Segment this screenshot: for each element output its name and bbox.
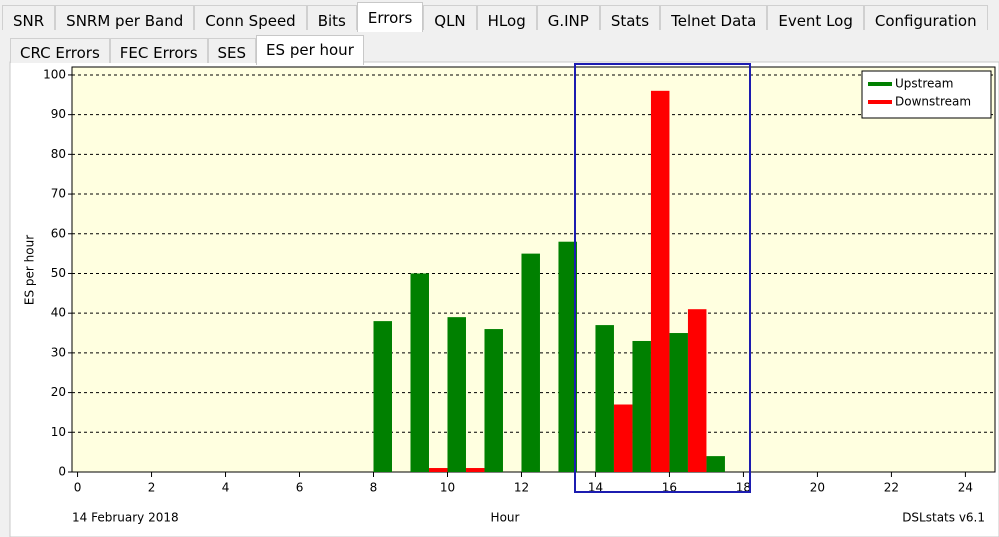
bar (521, 253, 540, 472)
tab[interactable]: Event Log (767, 5, 864, 30)
y-tick-label: 40 (51, 306, 66, 320)
tab[interactable]: CRC Errors (10, 38, 110, 63)
y-tick-label: 70 (51, 187, 66, 201)
bar (650, 90, 670, 472)
x-tick-label: 20 (810, 481, 825, 495)
bar (706, 456, 725, 472)
bar (447, 317, 466, 472)
bar (632, 340, 651, 472)
x-tick-label: 6 (296, 481, 304, 495)
x-tick-label: 10 (440, 481, 455, 495)
legend-label: Upstream (895, 77, 953, 91)
bar (613, 404, 633, 472)
bar (595, 325, 614, 472)
tab-bar: SNR SNRM per Band Conn Speed Bits Errors QLN H… (2, 2, 988, 32)
x-tick-label: 22 (884, 481, 899, 495)
tab[interactable]: ES per hour (256, 35, 364, 65)
subtab-bar: CRC Errors FEC Errors SES ES per hour (10, 35, 364, 65)
y-tick-label: 0 (58, 465, 66, 479)
y-tick-label: 80 (51, 147, 66, 161)
tab[interactable]: Errors (356, 2, 424, 32)
bar (687, 309, 707, 472)
tab[interactable]: Telnet Data (660, 5, 768, 30)
bar (669, 333, 688, 472)
highlight-box (574, 63, 751, 493)
x-axis-label: Hour (491, 511, 520, 525)
x-tick-label: 2 (148, 481, 156, 495)
tab[interactable]: SNRM per Band (55, 5, 195, 30)
legend-box (861, 70, 992, 119)
y-tick-label: 100 (43, 67, 66, 81)
tab[interactable]: SNR (2, 5, 56, 30)
tab[interactable]: FEC Errors (109, 38, 208, 63)
tab[interactable]: Conn Speed (194, 5, 307, 30)
date-label: 14 February 2018 (72, 511, 179, 525)
tab[interactable]: Configuration (863, 5, 988, 30)
legend-label: Downstream (895, 95, 971, 109)
x-tick-label: 0 (74, 481, 82, 495)
bar (428, 468, 448, 472)
tab[interactable]: Bits (306, 5, 357, 30)
x-tick-label: 12 (514, 481, 529, 495)
y-tick-label: 10 (51, 425, 66, 439)
tab[interactable]: HLog (476, 5, 537, 30)
tab[interactable]: QLN (423, 5, 477, 30)
bar (484, 329, 503, 472)
y-tick-label: 30 (51, 345, 66, 359)
bar (373, 321, 392, 472)
tab[interactable]: Stats (599, 5, 661, 30)
tab[interactable]: SES (207, 38, 257, 63)
y-tick-label: 20 (51, 385, 66, 399)
x-tick-label: 24 (958, 481, 973, 495)
bar (410, 273, 429, 472)
footer: DSLstats v6.1 (902, 511, 985, 525)
tab[interactable]: G.INP (536, 5, 600, 30)
y-tick-label: 90 (51, 107, 66, 121)
bar (558, 241, 577, 472)
x-tick-label: 4 (222, 481, 230, 495)
y-tick-label: 50 (51, 266, 66, 280)
bar (465, 468, 485, 472)
x-tick-label: 8 (370, 481, 378, 495)
y-axis-label: ES per hour (23, 235, 37, 305)
y-tick-label: 60 (51, 226, 66, 240)
